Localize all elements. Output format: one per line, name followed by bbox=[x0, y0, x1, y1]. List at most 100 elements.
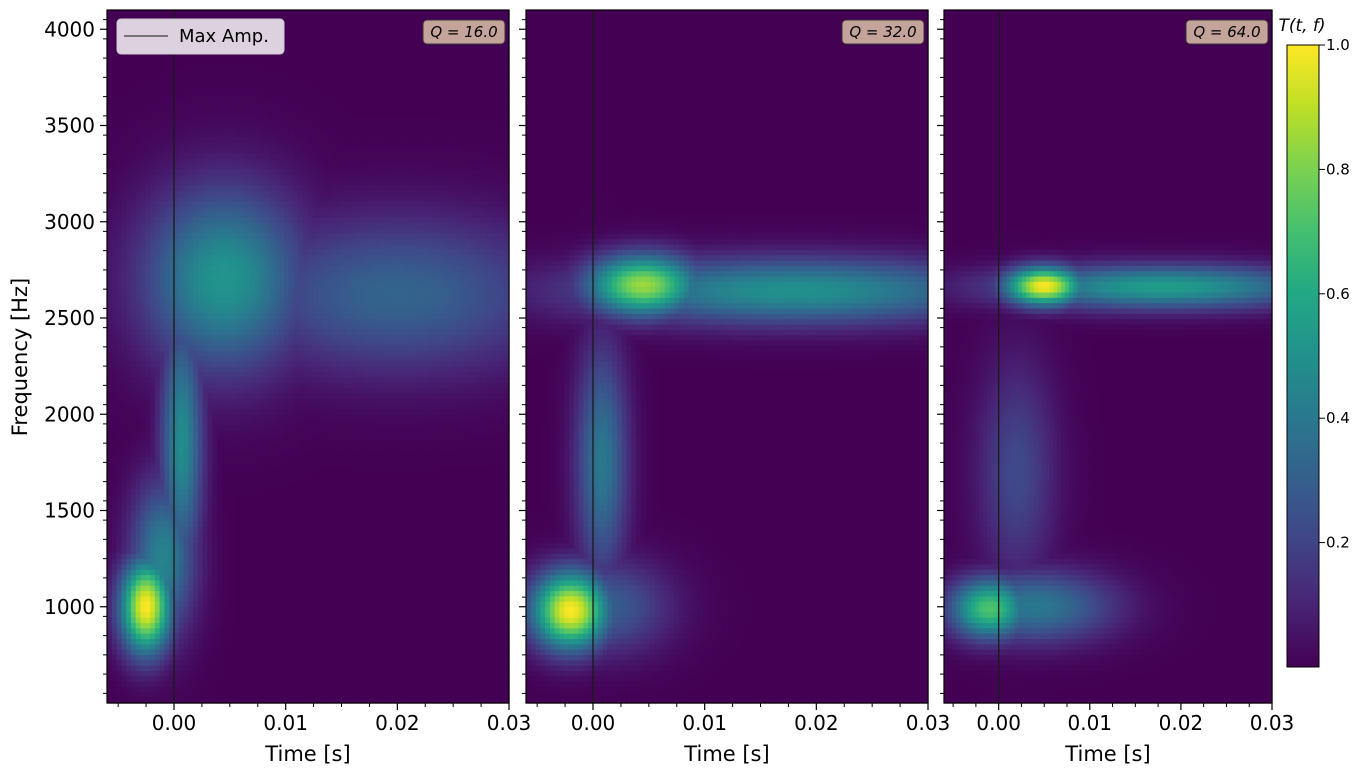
heatmap-cell bbox=[428, 95, 433, 101]
heatmap-cell bbox=[346, 74, 351, 80]
heatmap-cell bbox=[361, 90, 366, 96]
heatmap-cell bbox=[298, 90, 303, 96]
heatmap-cell bbox=[265, 101, 270, 107]
heatmap-cell bbox=[346, 37, 351, 43]
heatmap-cell bbox=[399, 74, 404, 80]
heatmap-cell bbox=[155, 74, 160, 80]
heatmap-cell bbox=[236, 85, 241, 91]
heatmap-cell bbox=[251, 69, 256, 75]
heatmap-cell bbox=[432, 58, 437, 64]
heatmap-cell bbox=[342, 69, 347, 75]
heatmap-cell bbox=[265, 79, 270, 85]
heatmap-cell bbox=[227, 79, 232, 85]
heatmap-cell bbox=[351, 31, 356, 37]
heatmap-cell bbox=[442, 101, 447, 107]
heatmap-cell bbox=[318, 10, 323, 16]
heatmap-cell bbox=[428, 10, 433, 16]
heatmap-cell bbox=[418, 69, 423, 75]
heatmap-cell bbox=[126, 85, 131, 91]
heatmap-cell bbox=[365, 69, 370, 75]
heatmap-cell bbox=[298, 31, 303, 37]
heatmap-cell bbox=[365, 31, 370, 37]
heatmap-cell bbox=[423, 47, 428, 53]
heatmap-cell bbox=[356, 26, 361, 32]
heatmap-cell bbox=[342, 26, 347, 32]
heatmap-cell bbox=[322, 15, 327, 21]
heatmap-cell bbox=[499, 47, 504, 53]
heatmap-cell bbox=[255, 79, 260, 85]
heatmap-cell bbox=[313, 37, 318, 43]
heatmap-cell bbox=[179, 10, 184, 16]
heatmap-cell bbox=[394, 53, 399, 59]
heatmap-cell bbox=[380, 63, 385, 69]
heatmap-cell bbox=[466, 53, 471, 59]
heatmap-cell bbox=[327, 26, 332, 32]
heatmap-cell bbox=[342, 79, 347, 85]
heatmap-cell bbox=[208, 79, 213, 85]
heatmap-cell bbox=[136, 101, 141, 107]
heatmap-cell bbox=[380, 85, 385, 91]
heatmap-cell bbox=[318, 74, 323, 80]
heatmap-cell bbox=[399, 15, 404, 21]
heatmap-cell bbox=[179, 85, 184, 91]
heatmap-cell bbox=[313, 101, 318, 107]
heatmap-cell bbox=[432, 85, 437, 91]
heatmap-cell bbox=[212, 95, 217, 101]
heatmap-cell bbox=[437, 74, 442, 80]
heatmap-cell bbox=[145, 90, 150, 96]
heatmap-cell bbox=[389, 58, 394, 64]
heatmap-cell bbox=[437, 69, 442, 75]
heatmap-cell bbox=[375, 53, 380, 59]
heatmap-cell bbox=[351, 21, 356, 27]
heatmap-cell bbox=[356, 21, 361, 27]
heatmap-cell bbox=[155, 69, 160, 75]
heatmap-cell bbox=[318, 21, 323, 27]
heatmap-cell bbox=[332, 53, 337, 59]
heatmap-cell bbox=[480, 79, 485, 85]
heatmap-cell bbox=[365, 90, 370, 96]
heatmap-cell bbox=[461, 69, 466, 75]
heatmap-cell bbox=[303, 90, 308, 96]
heatmap-cell bbox=[428, 90, 433, 96]
heatmap-cell bbox=[437, 10, 442, 16]
heatmap-cell bbox=[385, 69, 390, 75]
heatmap-cell bbox=[351, 95, 356, 101]
heatmap-cell bbox=[298, 21, 303, 27]
heatmap-cell bbox=[342, 90, 347, 96]
heatmap-cell bbox=[375, 101, 380, 107]
heatmap-cell bbox=[203, 95, 208, 101]
heatmap-cell bbox=[107, 53, 112, 59]
heatmap-cell bbox=[361, 31, 366, 37]
heatmap-cell bbox=[423, 53, 428, 59]
heatmap-cell bbox=[394, 26, 399, 32]
heatmap-cell bbox=[208, 63, 213, 69]
heatmap-cell bbox=[112, 47, 117, 53]
heatmap-cell bbox=[342, 63, 347, 69]
heatmap-cell bbox=[423, 63, 428, 69]
heatmap-cell bbox=[107, 10, 112, 16]
heatmap-cell bbox=[188, 58, 193, 64]
heatmap-cell bbox=[490, 85, 495, 91]
heatmap-cell bbox=[308, 74, 313, 80]
heatmap-cell bbox=[351, 15, 356, 21]
heatmap-cell bbox=[447, 74, 452, 80]
heatmap-cell bbox=[198, 74, 203, 80]
heatmap-cell bbox=[279, 58, 284, 64]
heatmap-cell bbox=[164, 79, 169, 85]
heatmap-cell bbox=[346, 85, 351, 91]
heatmap-cell bbox=[356, 79, 361, 85]
heatmap-cell bbox=[270, 58, 275, 64]
heatmap-cell bbox=[337, 21, 342, 27]
heatmap-cell bbox=[236, 10, 241, 16]
heatmap-cell bbox=[227, 95, 232, 101]
heatmap-cell bbox=[284, 47, 289, 53]
heatmap-cell bbox=[260, 69, 265, 75]
heatmap-cell bbox=[255, 101, 260, 107]
heatmap-cell bbox=[179, 101, 184, 107]
heatmap-cell bbox=[112, 79, 117, 85]
heatmap-cell bbox=[380, 95, 385, 101]
heatmap-cell bbox=[126, 74, 131, 80]
heatmap-cell bbox=[322, 31, 327, 37]
heatmap-cell bbox=[179, 63, 184, 69]
